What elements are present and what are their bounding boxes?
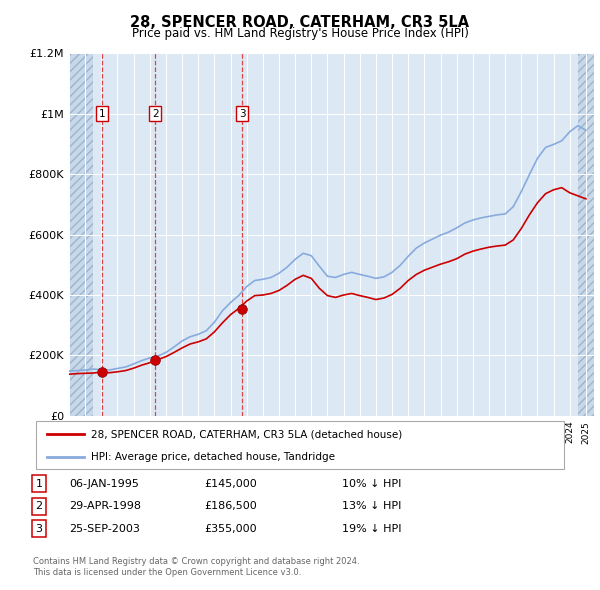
Text: Contains HM Land Registry data © Crown copyright and database right 2024.: Contains HM Land Registry data © Crown c… [33, 558, 359, 566]
Text: 3: 3 [239, 109, 245, 119]
Bar [69, 53, 93, 416]
Text: This data is licensed under the Open Government Licence v3.0.: This data is licensed under the Open Gov… [33, 568, 301, 577]
FancyBboxPatch shape [36, 421, 564, 469]
Text: £145,000: £145,000 [204, 479, 257, 489]
Text: HPI: Average price, detached house, Tandridge: HPI: Average price, detached house, Tand… [91, 452, 335, 462]
Text: 29-APR-1998: 29-APR-1998 [69, 502, 141, 511]
Bar [93, 53, 594, 416]
Text: 28, SPENCER ROAD, CATERHAM, CR3 5LA (detached house): 28, SPENCER ROAD, CATERHAM, CR3 5LA (det… [91, 429, 403, 439]
Text: 06-JAN-1995: 06-JAN-1995 [69, 479, 139, 489]
Text: 1: 1 [98, 109, 105, 119]
Text: 28, SPENCER ROAD, CATERHAM, CR3 5LA: 28, SPENCER ROAD, CATERHAM, CR3 5LA [130, 15, 470, 30]
Text: £355,000: £355,000 [204, 524, 257, 533]
Text: £186,500: £186,500 [204, 502, 257, 511]
Text: 3: 3 [35, 524, 43, 533]
Text: 19% ↓ HPI: 19% ↓ HPI [342, 524, 401, 533]
Bar [578, 53, 594, 416]
Text: 1: 1 [35, 479, 43, 489]
Bar [578, 53, 594, 416]
Text: 2: 2 [35, 502, 43, 511]
Text: 25-SEP-2003: 25-SEP-2003 [69, 524, 140, 533]
Text: 2: 2 [152, 109, 158, 119]
Bar [69, 53, 93, 416]
Text: 13% ↓ HPI: 13% ↓ HPI [342, 502, 401, 511]
Text: 10% ↓ HPI: 10% ↓ HPI [342, 479, 401, 489]
Text: Price paid vs. HM Land Registry's House Price Index (HPI): Price paid vs. HM Land Registry's House … [131, 27, 469, 40]
